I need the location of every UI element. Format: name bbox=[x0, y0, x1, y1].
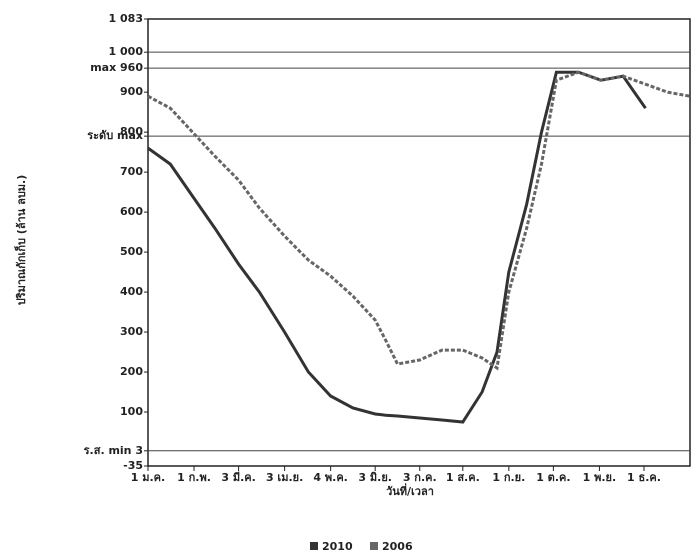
x-tick-label: 1 ธ.ค. bbox=[627, 471, 661, 484]
y-tick-label: max 960 bbox=[90, 61, 143, 74]
x-tick-label: 3 เม.ย. bbox=[266, 471, 303, 484]
y-tick-label: 200 bbox=[120, 365, 143, 378]
x-tick-label: 3 มี.ค. bbox=[221, 471, 255, 484]
x-tick-label: 1 ม.ค. bbox=[131, 471, 165, 484]
legend-swatch bbox=[370, 542, 378, 550]
x-tick-label: 4 พ.ค. bbox=[313, 471, 347, 484]
y-tick-label: ร.ส. min 3 bbox=[84, 444, 143, 457]
x-tick-label: 1 ส.ค. bbox=[446, 471, 480, 484]
y-tick-label: 800 bbox=[120, 125, 143, 138]
x-tick-label: 1 ต.ค. bbox=[536, 471, 570, 484]
x-tick-label: 3 ก.ค. bbox=[403, 471, 437, 484]
series-line bbox=[147, 70, 691, 371]
y-tick-label: 1 083 bbox=[109, 12, 143, 25]
x-tick-label: 1 ก.พ. bbox=[177, 471, 211, 484]
y-tick-label: 1 000 bbox=[109, 45, 144, 58]
y-tick-label: 500 bbox=[120, 245, 143, 258]
series-line bbox=[147, 70, 647, 424]
y-tick-label: 300 bbox=[120, 325, 143, 338]
legend-label: 2010 bbox=[322, 540, 353, 553]
y-tick-label: 600 bbox=[120, 205, 143, 218]
x-axis-label: วันที่/เวลา bbox=[386, 483, 434, 498]
plot-frame bbox=[147, 18, 691, 467]
x-tick-label: 1 ก.ย. bbox=[492, 471, 525, 484]
y-tick-label: ระดับ max bbox=[87, 129, 143, 142]
legend-label: 2006 bbox=[382, 540, 413, 553]
y-axis-label: ปริมาณกักเก็บ (ล้าน ลบม.) bbox=[14, 175, 28, 306]
y-tick-label: 400 bbox=[120, 285, 143, 298]
y-tick-label: -35 bbox=[123, 459, 143, 472]
legend-swatch bbox=[310, 542, 318, 550]
y-tick-label: 100 bbox=[120, 405, 143, 418]
x-tick-label: 1 พ.ย. bbox=[583, 471, 617, 484]
x-tick-label: 3 มิ.ย. bbox=[358, 471, 392, 484]
y-tick-label: 900 bbox=[120, 85, 143, 98]
y-tick-label: 700 bbox=[120, 165, 143, 178]
